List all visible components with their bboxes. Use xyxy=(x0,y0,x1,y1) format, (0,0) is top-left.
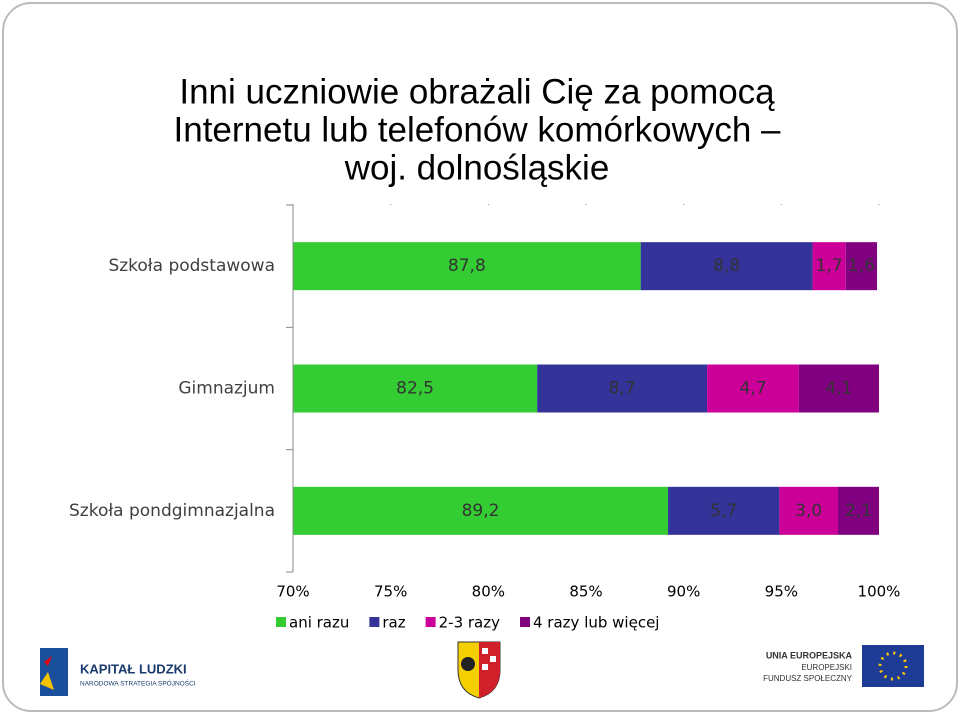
legend-label: 2-3 razy xyxy=(439,614,501,632)
value-label: 82,5 xyxy=(396,379,434,399)
logo-text: NARODOWA STRATEGIA SPÓJNOŚCI xyxy=(80,679,196,688)
value-label: 89,2 xyxy=(462,501,500,521)
legend-swatch xyxy=(276,617,286,627)
value-label: 87,8 xyxy=(448,256,486,276)
legend-swatch xyxy=(425,617,436,627)
bar-segment xyxy=(293,486,669,535)
bar-segment xyxy=(837,486,879,535)
value-label: 3,0 xyxy=(795,501,822,521)
legend-label: 4 razy lub więcej xyxy=(533,614,659,632)
x-tick-label: 100% xyxy=(858,583,901,601)
value-label: 4,7 xyxy=(739,379,766,399)
bar-segment xyxy=(668,486,780,535)
bar-segment xyxy=(640,242,813,291)
legend-swatch xyxy=(369,617,380,627)
value-label: 8,7 xyxy=(609,379,636,399)
x-tick-label: 75% xyxy=(374,583,407,601)
legend-swatch xyxy=(520,617,530,627)
bar-segment xyxy=(293,242,641,291)
x-tick-label: 70% xyxy=(276,583,309,601)
value-label: 8,8 xyxy=(713,256,740,276)
chart-title: woj. dolnośląskie xyxy=(344,148,610,187)
legend-label: raz xyxy=(382,614,405,632)
value-label: 1,6 xyxy=(848,256,875,276)
plot xyxy=(293,242,879,535)
bar-segment xyxy=(798,364,879,413)
value-label: 2,1 xyxy=(845,501,872,521)
value-label: 5,7 xyxy=(710,501,737,521)
chart-title: Inni uczniowie obrażali Cię za pomocą xyxy=(179,72,775,111)
bar-segment xyxy=(812,242,846,291)
legend-label: ani razu xyxy=(289,614,349,632)
value-label: 4,1 xyxy=(825,379,852,399)
y-tick-label: Szkoła podstawowa xyxy=(108,256,275,276)
logo-kapital-ludzki: KAPITAŁ LUDZKI NARODOWA STRATEGIA SPÓJNO… xyxy=(40,648,196,696)
bar-segment xyxy=(779,486,838,535)
logo-eu: UNIA EUROPEJSKA EUROPEJSKI FUNDUSZ SPOŁE… xyxy=(763,645,924,687)
x-tick-label: 95% xyxy=(765,583,798,601)
logo-text: EUROPEJSKI xyxy=(801,663,852,672)
coat-of-arms xyxy=(457,641,501,699)
bar-segment xyxy=(845,242,878,291)
logo-text: FUNDUSZ SPOŁECZNY xyxy=(763,674,853,683)
logo-text: UNIA EUROPEJSKA xyxy=(766,650,853,660)
x-tick-label: 80% xyxy=(472,583,505,601)
x-tick-label: 90% xyxy=(667,583,700,601)
bar-segment xyxy=(293,364,538,413)
y-tick-label: Gimnazjum xyxy=(178,379,275,399)
logo-text: KAPITAŁ LUDZKI xyxy=(80,661,187,676)
bar-segment xyxy=(707,364,799,413)
chart-title: Internetu lub telefonów komórkowych – xyxy=(174,110,782,149)
value-label: 1,7 xyxy=(816,256,843,276)
bar-segment xyxy=(537,364,708,413)
y-tick-label: Szkoła pondgimnazjalna xyxy=(69,501,275,521)
x-tick-label: 85% xyxy=(569,583,602,601)
